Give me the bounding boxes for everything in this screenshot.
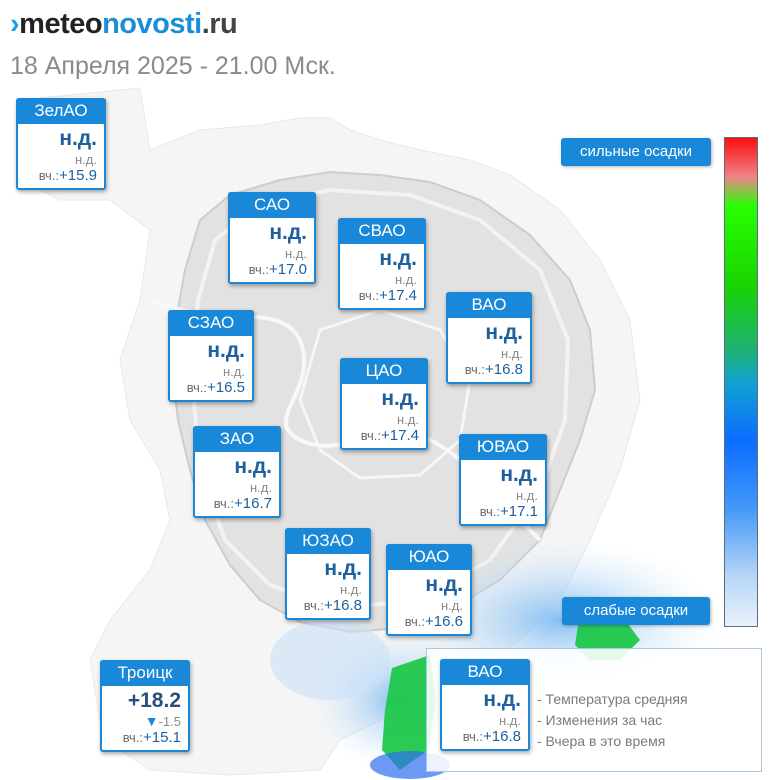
district-name: ВАО (440, 659, 530, 685)
legend-item-avg-temp: - Температура средняя (537, 691, 688, 707)
district-name: ЮВАО (459, 434, 547, 460)
district-change: н.д. (285, 246, 307, 261)
down-arrow-icon: ▼ (144, 713, 159, 729)
district-temp: н.д. (234, 455, 272, 478)
district-temp: н.д. (59, 127, 97, 150)
district-temp: н.д. (207, 339, 245, 362)
forecast-datetime: 18 Апреля 2025 - 21.00 Мск. (10, 52, 336, 80)
legend-sample-card: ВАО н.д. н.д. вч.:+16.8 (440, 659, 530, 751)
district-change: н.д. (250, 480, 272, 495)
district-change: н.д. (499, 713, 521, 728)
district-change: н.д. (501, 346, 523, 361)
district-yesterday: вч.:+16.6 (404, 613, 463, 630)
district-yesterday: вч.:+16.8 (464, 361, 523, 378)
district-name: ВАО (446, 292, 532, 318)
district-temp: н.д. (500, 463, 538, 486)
district-temp: н.д. (483, 688, 521, 711)
district-yesterday: вч.:+16.7 (213, 495, 272, 512)
district-yesterday: вч.:+16.8 (462, 728, 521, 745)
logo[interactable]: ›meteonovosti.ru (10, 8, 238, 41)
logo-mark-icon: › (10, 8, 20, 40)
district-yesterday: вч.:+16.5 (186, 379, 245, 396)
logo-text-domain: .ru (201, 8, 238, 40)
logo-text-novosti: novosti (102, 8, 202, 40)
district-card-zao[interactable]: ЗАО н.д. н.д. вч.:+16.7 (193, 426, 281, 518)
district-change: н.д. (340, 582, 362, 597)
district-temp: +18.2 (127, 689, 181, 712)
district-name: СВАО (338, 218, 426, 244)
district-change: н.д. (75, 152, 97, 167)
legend-item-yesterday: - Вчера в это время (537, 733, 666, 749)
district-card-yuao[interactable]: ЮАО н.д. н.д. вч.:+16.6 (386, 544, 472, 636)
precip-light-area-3 (270, 620, 390, 700)
district-change: н.д. (223, 364, 245, 379)
district-card-cao[interactable]: ЦАО н.д. н.д. вч.:+17.4 (340, 358, 428, 450)
district-card-szao[interactable]: СЗАО н.д. н.д. вч.:+16.5 (168, 310, 254, 402)
district-yesterday: вч.:+17.0 (248, 261, 307, 278)
district-name: СЗАО (168, 310, 254, 336)
ttk-ring (298, 308, 472, 480)
district-name: ЗАО (193, 426, 281, 452)
district-name: Троицк (100, 660, 190, 686)
district-name: ЮЗАО (285, 528, 371, 554)
district-change: н.д. (516, 488, 538, 503)
district-change: н.д. (441, 598, 463, 613)
district-yesterday: вч.:+15.1 (122, 729, 181, 746)
district-card-yuzao[interactable]: ЮЗАО н.д. н.д. вч.:+16.8 (285, 528, 371, 620)
district-change: н.д. (397, 412, 419, 427)
district-name: ЗелАО (16, 98, 106, 124)
scale-label-strong: сильные осадки (561, 138, 711, 166)
district-yesterday: вч.:+17.1 (479, 503, 538, 520)
district-temp: н.д. (485, 321, 523, 344)
legend-items: - Температура средняя - Изменения за час… (537, 689, 688, 752)
district-name: ЮАО (386, 544, 472, 570)
district-card-zelao[interactable]: ЗелАО н.д. н.д. вч.:+15.9 (16, 98, 106, 190)
district-temp: н.д. (324, 557, 362, 580)
district-name: ЦАО (340, 358, 428, 384)
district-card-sao[interactable]: САО н.д. н.д. вч.:+17.0 (228, 192, 316, 284)
district-yesterday: вч.:+17.4 (360, 427, 419, 444)
precip-moderate-area (382, 655, 436, 770)
district-name: САО (228, 192, 316, 218)
district-change: ▼-1.5 (144, 713, 181, 730)
district-temp: н.д. (269, 221, 307, 244)
district-temp: н.д. (381, 387, 419, 410)
legend-item-hourly-change: - Изменения за час (537, 712, 663, 728)
logo-text-meteo: meteo (19, 8, 103, 40)
district-card-yuvao[interactable]: ЮВАО н.д. н.д. вч.:+17.1 (459, 434, 547, 526)
district-card-troitsk[interactable]: Троицк +18.2 ▼-1.5 вч.:+15.1 (100, 660, 190, 752)
district-yesterday: вч.:+17.4 (358, 287, 417, 304)
district-yesterday: вч.:+15.9 (38, 167, 97, 184)
scale-label-weak: слабые осадки (562, 597, 710, 625)
district-temp: н.д. (379, 247, 417, 270)
district-card-vao[interactable]: ВАО н.д. н.д. вч.:+16.8 (446, 292, 532, 384)
district-change: н.д. (395, 272, 417, 287)
district-yesterday: вч.:+16.8 (303, 597, 362, 614)
precipitation-scale-bar (724, 137, 758, 627)
district-card-svao[interactable]: СВАО н.д. н.д. вч.:+17.4 (338, 218, 426, 310)
district-temp: н.д. (425, 573, 463, 596)
